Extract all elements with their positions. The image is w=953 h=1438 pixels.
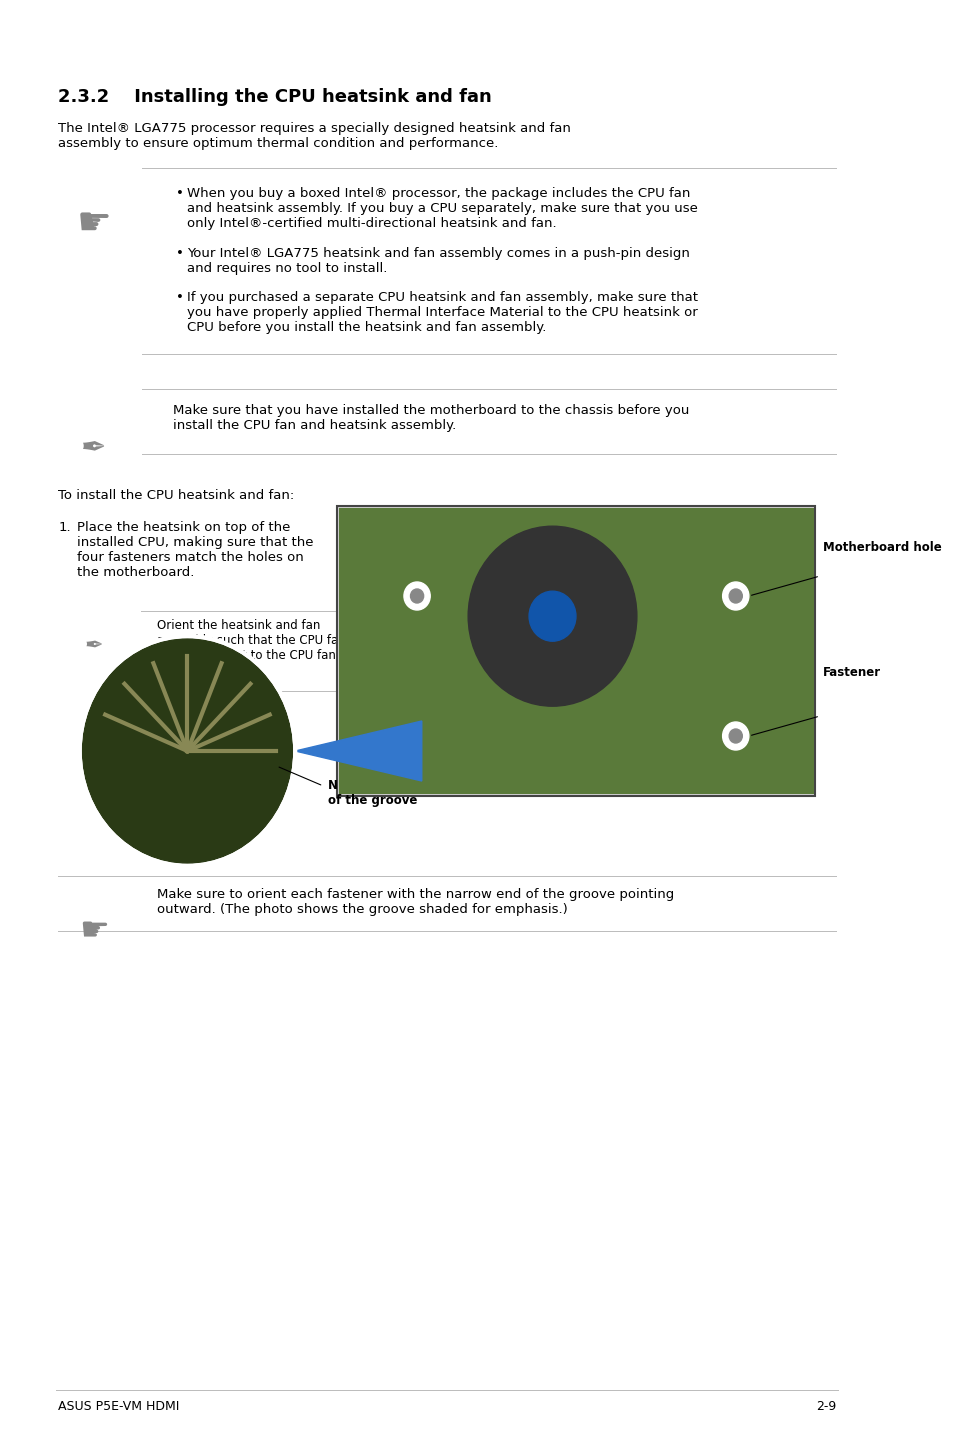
Circle shape — [721, 582, 748, 610]
Text: Your Intel® LGA775 heatsink and fan assembly comes in a push-pin design
and requ: Your Intel® LGA775 heatsink and fan asse… — [187, 247, 690, 275]
Text: ASUS P5E-VM HDMI: ASUS P5E-VM HDMI — [58, 1401, 179, 1414]
Circle shape — [529, 591, 576, 641]
Circle shape — [728, 590, 741, 603]
Text: •: • — [176, 187, 184, 200]
Text: Motherboard hole: Motherboard hole — [822, 541, 941, 554]
Text: The Intel® LGA775 processor requires a specially designed heatsink and fan
assem: The Intel® LGA775 processor requires a s… — [58, 122, 571, 150]
FancyBboxPatch shape — [339, 508, 813, 794]
Text: N a r r o w  e n d
of the groove: N a r r o w e n d of the groove — [328, 779, 438, 807]
Text: If you purchased a separate CPU heatsink and fan assembly, make sure that
you ha: If you purchased a separate CPU heatsink… — [187, 290, 698, 334]
Circle shape — [410, 590, 423, 603]
Text: Place the heatsink on top of the
installed CPU, making sure that the
four fasten: Place the heatsink on top of the install… — [77, 521, 313, 580]
Text: 2.3.2    Installing the CPU heatsink and fan: 2.3.2 Installing the CPU heatsink and fa… — [58, 88, 492, 106]
Text: 1.: 1. — [58, 521, 71, 533]
Text: Orient the heatsink and fan
assembly such that the CPU fan
cable is closest to t: Orient the heatsink and fan assembly suc… — [156, 618, 345, 677]
Text: •: • — [176, 290, 184, 303]
Circle shape — [721, 722, 748, 751]
FancyBboxPatch shape — [337, 506, 815, 797]
Text: ☛: ☛ — [76, 206, 112, 243]
Text: When you buy a boxed Intel® processor, the package includes the CPU fan
and heat: When you buy a boxed Intel® processor, t… — [187, 187, 698, 230]
Circle shape — [82, 638, 293, 863]
Circle shape — [468, 526, 637, 706]
Text: Make sure that you have installed the motherboard to the chassis before you
inst: Make sure that you have installed the mo… — [173, 404, 689, 431]
Text: 2-9: 2-9 — [815, 1401, 835, 1414]
Text: ✒: ✒ — [81, 434, 107, 463]
Text: ✒: ✒ — [84, 636, 103, 656]
Text: Make sure to orient each fastener with the narrow end of the groove pointing
out: Make sure to orient each fastener with t… — [156, 889, 673, 916]
Circle shape — [80, 636, 294, 866]
Text: ☛: ☛ — [79, 915, 109, 948]
Text: Fastener: Fastener — [822, 666, 881, 679]
Text: •: • — [176, 247, 184, 260]
Circle shape — [728, 729, 741, 743]
Circle shape — [403, 582, 430, 610]
Text: To install the CPU heatsink and fan:: To install the CPU heatsink and fan: — [58, 489, 294, 502]
Polygon shape — [294, 720, 421, 781]
